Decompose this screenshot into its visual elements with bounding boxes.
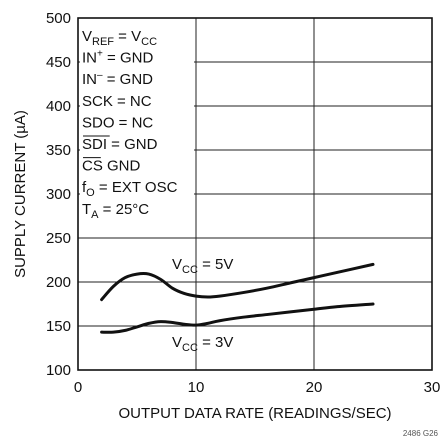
condition-line: IN+ = GND [82,49,153,67]
y-axis-title: SUPPLY CURRENT (µA) [12,110,29,278]
x-tick-label: 30 [424,379,441,396]
y-tick-label: 200 [46,274,71,291]
condition-line: SDO = NC [82,114,153,131]
x-tick-label: 10 [188,379,205,396]
y-tick-label: 100 [46,362,71,379]
y-tick-label: 150 [46,318,71,335]
plot-frame [77,17,433,371]
condition-line: IN– = GND [82,70,153,88]
conditions-background [80,20,194,230]
y-tick-label: 300 [46,186,71,203]
condition-line: fO = EXT OSC [82,179,178,199]
condition-line: SDI = GND [82,136,158,153]
series-label: VCC = 5V [172,256,233,276]
x-tick-label: 0 [74,379,82,396]
condition-line: SCK = NC [82,93,152,110]
condition-line: TA = 25°C [82,201,149,221]
y-tick-label: 350 [46,142,71,159]
y-tick-label: 500 [46,10,71,27]
y-tick-label: 400 [46,98,71,115]
series-line-vcc-3v [100,302,375,334]
condition-line: VREF = VCC [82,28,157,48]
y-tick-label: 450 [46,54,71,71]
x-tick-label: 20 [306,379,323,396]
x-axis-title: OUTPUT DATA RATE (READINGS/SEC) [118,405,391,422]
series-label: VCC = 3V [172,334,233,354]
series-line-vcc-5v [100,262,375,302]
y-tick-label: 250 [46,230,71,247]
condition-line: CS GND [82,158,141,175]
figure-code: 2486 G26 [403,429,439,438]
